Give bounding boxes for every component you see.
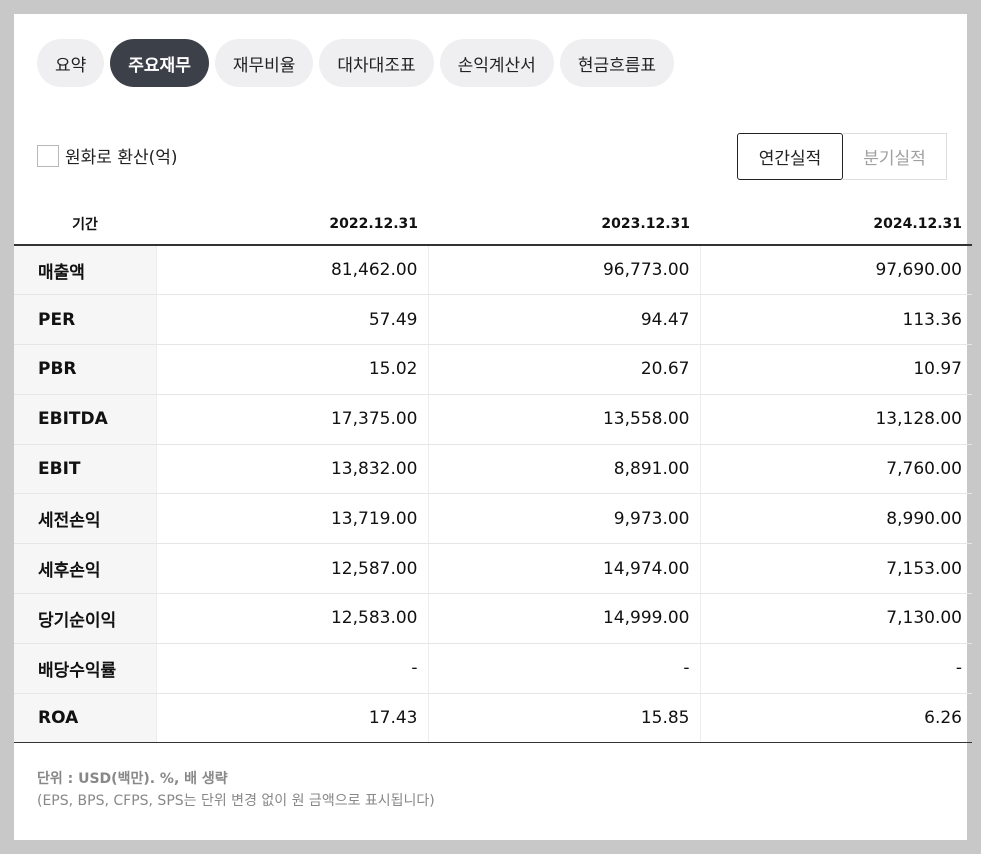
- cell-value: 12,583.00: [155, 593, 428, 644]
- tab-balance-sheet[interactable]: 대차대조표: [319, 39, 434, 87]
- row-label: PER: [14, 294, 156, 346]
- table-footnote: 단위 : USD(백만). %, 배 생략 (EPS, BPS, CFPS, S…: [37, 768, 435, 812]
- cell-value: 81,462.00: [155, 245, 428, 296]
- column-header-2022: 2022.12.31: [156, 204, 428, 246]
- cell-value: 57.49: [155, 294, 428, 346]
- table-row: PBR 15.02 20.67 10.97: [14, 344, 972, 395]
- quarterly-results-button[interactable]: 분기실적: [843, 133, 947, 180]
- column-header-2024: 2024.12.31: [700, 204, 972, 246]
- cell-value: 9,973.00: [427, 493, 700, 545]
- cell-value: 6.26: [699, 693, 972, 744]
- main-financials-panel: 요약 주요재무 재무비율 대차대조표 손익계산서 현금흐름표 원화로 환산(억)…: [14, 14, 972, 840]
- cell-value: 97,690.00: [699, 245, 972, 296]
- table-row: EBIT 13,832.00 8,891.00 7,760.00: [14, 444, 972, 495]
- cell-value: 7,153.00: [699, 543, 972, 595]
- tab-main-financials[interactable]: 주요재무: [110, 39, 209, 87]
- cell-value: -: [155, 643, 428, 694]
- table-header-row: 기간 2022.12.31 2023.12.31 2024.12.31: [14, 204, 972, 246]
- cell-value: 13,719.00: [155, 493, 428, 545]
- cell-value: 7,130.00: [699, 593, 972, 644]
- row-label: 세후손익: [14, 543, 156, 595]
- cell-value: 94.47: [427, 294, 700, 346]
- table-row: 세후손익 12,587.00 14,974.00 7,153.00: [14, 543, 972, 595]
- cell-value: 10.97: [699, 344, 972, 395]
- cell-value: 17.43: [155, 693, 428, 744]
- table-row: ROA 17.43 15.85 6.26: [14, 693, 972, 744]
- row-label: PBR: [14, 344, 156, 395]
- cell-value: 113.36: [699, 294, 972, 346]
- eps-note: (EPS, BPS, CFPS, SPS는 단위 변경 없이 원 금액으로 표시…: [37, 793, 435, 809]
- cell-value: 15.02: [155, 344, 428, 395]
- cell-value: 8,990.00: [699, 493, 972, 545]
- tab-cash-flow[interactable]: 현금흐름표: [559, 39, 675, 87]
- period-toggle: 연간실적 분기실적: [737, 133, 947, 180]
- table-row: 당기순이익 12,583.00 14,999.00 7,130.00: [14, 593, 972, 644]
- cell-value: 20.67: [427, 344, 700, 395]
- cell-value: 8,891.00: [427, 444, 700, 495]
- cell-value: 13,128.00: [699, 394, 972, 445]
- row-label: 배당수익률: [14, 643, 156, 694]
- table-row: EBITDA 17,375.00 13,558.00 13,128.00: [14, 394, 972, 445]
- row-label: EBIT: [14, 444, 156, 495]
- table-row: 배당수익률 - - -: [14, 643, 972, 694]
- report-tabs: 요약 주요재무 재무비율 대차대조표 손익계산서 현금흐름표: [37, 39, 675, 87]
- cell-value: 15.85: [427, 693, 700, 744]
- convert-currency-label[interactable]: 원화로 환산(억): [65, 148, 178, 168]
- row-label: 당기순이익: [14, 593, 156, 644]
- period-header: 기간: [14, 204, 156, 246]
- cell-value: 7,760.00: [699, 444, 972, 495]
- cell-value: 13,832.00: [155, 444, 428, 495]
- row-label: 세전손익: [14, 493, 156, 545]
- row-label: 매출액: [14, 245, 156, 296]
- table-row: 매출액 81,462.00 96,773.00 97,690.00: [14, 245, 972, 296]
- convert-currency-option[interactable]: 원화로 환산(억): [37, 143, 178, 168]
- tab-financial-ratios[interactable]: 재무비율: [214, 39, 314, 87]
- row-label: ROA: [14, 693, 156, 744]
- column-header-2023: 2023.12.31: [428, 204, 700, 246]
- cell-value: 14,999.00: [427, 593, 700, 644]
- cell-value: -: [699, 643, 972, 694]
- cell-value: 96,773.00: [427, 245, 700, 296]
- row-label: EBITDA: [14, 394, 156, 445]
- unit-note: 단위 : USD(백만). %, 배 생략: [37, 771, 228, 787]
- tab-income-statement[interactable]: 손익계산서: [439, 39, 554, 87]
- cell-value: 17,375.00: [155, 394, 428, 445]
- cell-value: 12,587.00: [155, 543, 428, 595]
- tab-summary[interactable]: 요약: [37, 39, 105, 87]
- cell-value: 14,974.00: [427, 543, 700, 595]
- convert-currency-checkbox[interactable]: [37, 144, 59, 167]
- cell-value: 13,558.00: [427, 394, 700, 445]
- cell-value: -: [427, 643, 700, 694]
- financials-table: 기간 2022.12.31 2023.12.31 2024.12.31 매출액 …: [14, 204, 972, 744]
- table-row: 세전손익 13,719.00 9,973.00 8,990.00: [14, 493, 972, 545]
- annual-results-button[interactable]: 연간실적: [737, 133, 843, 180]
- table-row: PER 57.49 94.47 113.36: [14, 294, 972, 346]
